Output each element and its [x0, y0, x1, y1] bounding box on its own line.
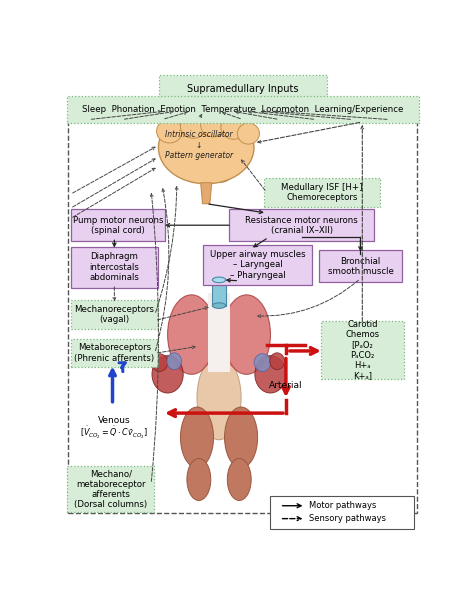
Ellipse shape	[151, 354, 168, 371]
Text: Medullary ISF [H+]
Chemoreceptors: Medullary ISF [H+] Chemoreceptors	[281, 183, 363, 202]
Ellipse shape	[254, 354, 271, 371]
Ellipse shape	[212, 303, 226, 308]
Text: Carotid
Chemos
[PₐO₂
PₐCO₂
H+ₐ
K+ₐ]: Carotid Chemos [PₐO₂ PₐCO₂ H+ₐ K+ₐ]	[345, 319, 379, 381]
Ellipse shape	[221, 116, 246, 139]
Ellipse shape	[228, 458, 251, 501]
FancyBboxPatch shape	[71, 209, 165, 241]
Text: Sleep  Phonation  Emotion  Temperature  Locomoton  Learning/Experience: Sleep Phonation Emotion Temperature Loco…	[82, 105, 404, 114]
Ellipse shape	[152, 356, 183, 393]
FancyBboxPatch shape	[229, 209, 374, 241]
Text: Sensory pathways: Sensory pathways	[309, 514, 386, 523]
FancyBboxPatch shape	[67, 466, 154, 512]
Text: Mechano/
metaboreceptor
afferents
(Dorsal columns): Mechano/ metaboreceptor afferents (Dorsa…	[74, 469, 147, 509]
Polygon shape	[201, 183, 212, 204]
FancyBboxPatch shape	[271, 496, 414, 529]
Text: Resistance motor neurons
(cranial IX–XII): Resistance motor neurons (cranial IX–XII…	[246, 215, 358, 235]
Text: Mechanoreceptors
(vagal): Mechanoreceptors (vagal)	[74, 305, 155, 324]
Text: Bronchial
smooth muscle: Bronchial smooth muscle	[328, 257, 393, 276]
Ellipse shape	[270, 353, 284, 370]
FancyBboxPatch shape	[67, 96, 419, 123]
Ellipse shape	[187, 458, 211, 501]
Ellipse shape	[168, 295, 215, 375]
Text: Motor pathways: Motor pathways	[309, 501, 376, 510]
FancyBboxPatch shape	[319, 251, 402, 282]
FancyBboxPatch shape	[264, 177, 380, 208]
Ellipse shape	[209, 160, 233, 182]
Text: Upper airway muscles
– Laryngeal
– Pharyngeal: Upper airway muscles – Laryngeal – Phary…	[210, 250, 305, 280]
Ellipse shape	[255, 356, 286, 393]
Bar	[208, 293, 230, 372]
Text: Venous: Venous	[98, 416, 131, 426]
FancyBboxPatch shape	[71, 339, 158, 367]
FancyBboxPatch shape	[203, 245, 312, 285]
Ellipse shape	[225, 407, 258, 468]
FancyBboxPatch shape	[159, 75, 327, 103]
Ellipse shape	[237, 123, 259, 144]
Ellipse shape	[223, 295, 271, 375]
Ellipse shape	[156, 120, 182, 143]
Ellipse shape	[167, 353, 182, 370]
Ellipse shape	[181, 115, 206, 138]
Ellipse shape	[158, 112, 254, 184]
Text: Intrinsic oscillator
↓
Pattern generator: Intrinsic oscillator ↓ Pattern generator	[165, 131, 233, 160]
Bar	[212, 280, 226, 305]
Ellipse shape	[201, 114, 227, 137]
Text: Pump motor neurons
(spinal cord): Pump motor neurons (spinal cord)	[73, 215, 163, 235]
Ellipse shape	[181, 407, 213, 468]
Ellipse shape	[212, 277, 226, 283]
Text: $[\dot{V}_{CO_2} = \dot{Q} \cdot C\bar{v}_{CO_2}]$: $[\dot{V}_{CO_2} = \dot{Q} \cdot C\bar{v…	[81, 424, 148, 441]
Text: Arterial: Arterial	[269, 381, 303, 390]
FancyBboxPatch shape	[71, 300, 158, 329]
Text: Metaboreceptors
(Phrenic afferents): Metaboreceptors (Phrenic afferents)	[74, 344, 155, 363]
FancyBboxPatch shape	[71, 246, 158, 288]
Ellipse shape	[197, 356, 241, 439]
FancyBboxPatch shape	[321, 320, 404, 379]
Text: Supramedullary Inputs: Supramedullary Inputs	[187, 84, 299, 93]
Text: Diaphragm
intercostals
abdominals: Diaphragm intercostals abdominals	[90, 253, 139, 282]
